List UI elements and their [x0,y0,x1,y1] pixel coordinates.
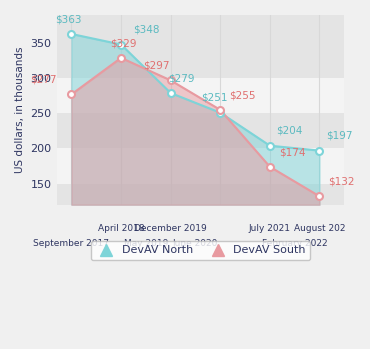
Bar [57,78,344,113]
Text: July 2021: July 2021 [249,224,291,233]
Bar [57,15,344,78]
Text: $348: $348 [133,25,159,35]
Text: $255: $255 [229,90,256,100]
Bar [57,148,344,184]
Text: $329: $329 [111,38,137,48]
Text: $197: $197 [326,131,352,141]
Text: September 2017: September 2017 [33,239,110,248]
Text: June 2020: June 2020 [173,239,218,248]
Text: $297: $297 [144,61,170,70]
Text: $204: $204 [276,126,302,136]
Bar [57,184,344,205]
Text: $363: $363 [56,14,82,24]
Text: December 2019: December 2019 [134,224,207,233]
Text: $132: $132 [329,177,355,187]
Text: $174: $174 [279,147,305,157]
Text: $277: $277 [30,75,57,85]
Text: $251: $251 [201,93,228,103]
Text: February 2022: February 2022 [262,239,327,248]
Y-axis label: US dollars, in thousands: US dollars, in thousands [15,47,25,173]
Text: May 2019: May 2019 [124,239,168,248]
Text: April 2018: April 2018 [98,224,144,233]
Bar [57,113,344,148]
Text: August 202: August 202 [294,224,345,233]
Legend: DevAV North, DevAV South: DevAV North, DevAV South [91,241,310,260]
Text: $279: $279 [168,73,195,83]
